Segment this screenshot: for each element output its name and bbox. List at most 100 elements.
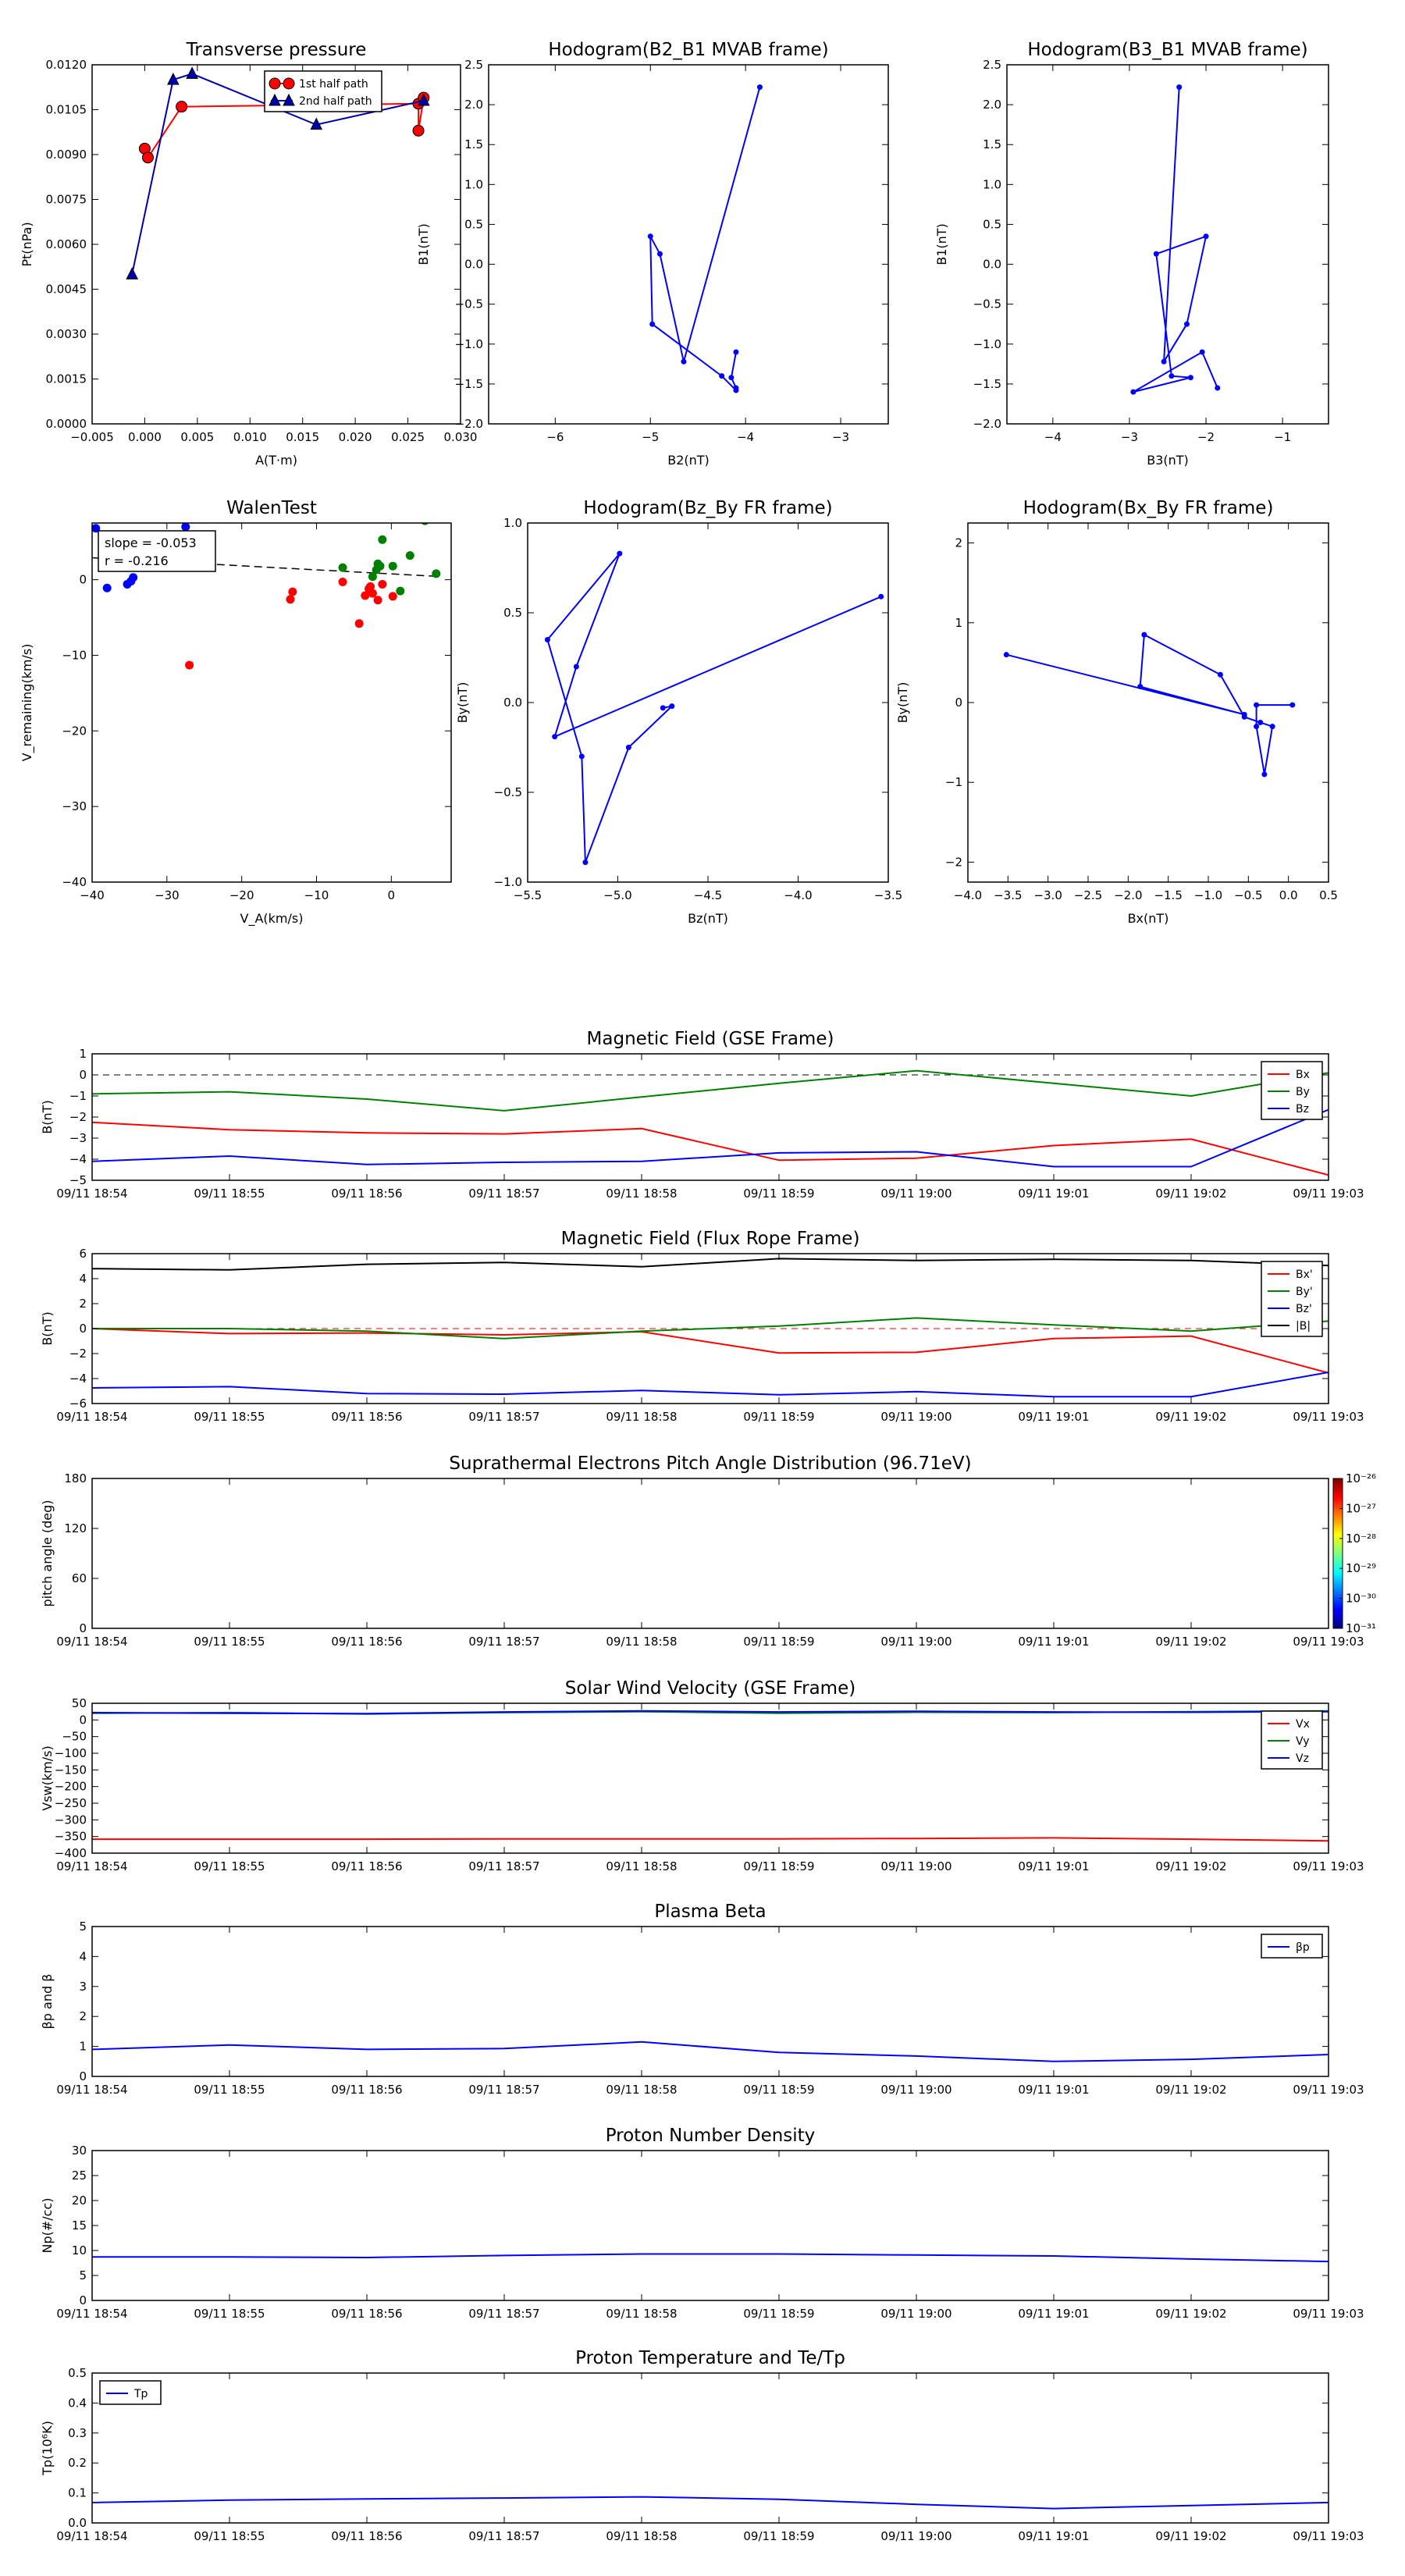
x-tick-label: 0.000 xyxy=(128,430,162,444)
legend-label: By xyxy=(1296,1086,1310,1098)
data-point-s0-4 xyxy=(1153,251,1159,257)
x-tick-label: 09/11 19:01 xyxy=(1018,2307,1089,2321)
panel-walen: WalenTest V_remaining(km/s) V_A(km/s) −40 −3… xyxy=(20,498,452,927)
y-tick-label: 4 xyxy=(79,1949,87,1963)
x-tick-label: 09/11 18:55 xyxy=(194,2529,265,2543)
x-tick-label: 09/11 19:02 xyxy=(1155,1410,1226,1424)
y-tick-label: −400 xyxy=(55,1846,87,1860)
x-tick-label: 09/11 19:03 xyxy=(1293,1635,1364,1649)
x-tick-label: 09/11 18:56 xyxy=(331,1635,402,1649)
x-tick-label: −3.5 xyxy=(994,888,1022,902)
y-tick-label: 4 xyxy=(79,1272,87,1286)
x-tick-label: −1 xyxy=(1274,430,1291,444)
x-tick-label: 09/11 18:56 xyxy=(331,1859,402,1873)
series-line-0 xyxy=(649,87,761,393)
y-axis-label: B(nT) xyxy=(40,1311,55,1345)
data-point-s1-0 xyxy=(185,660,194,670)
chart-title: Magnetic Field (Flux Rope Frame) xyxy=(561,1229,860,1249)
data-point-s0-3 xyxy=(1203,233,1209,240)
data-point-s0-5 xyxy=(719,373,725,379)
y-tick-label: 0.1 xyxy=(68,2486,87,2500)
x-tick-label: 09/11 19:01 xyxy=(1018,2529,1089,2543)
y-tick-label: −1.5 xyxy=(455,377,483,391)
annotation-text: r = -0.216 xyxy=(105,553,169,568)
x-tick-label: 09/11 18:56 xyxy=(331,1410,402,1424)
x-tick-label: 0.015 xyxy=(286,430,319,444)
x-tick-label: 09/11 18:54 xyxy=(56,1635,127,1649)
data-point-s2-4 xyxy=(378,535,387,544)
x-tick-label: 09/11 18:54 xyxy=(56,1859,127,1873)
x-tick-label: 09/11 18:57 xyxy=(468,2083,539,2097)
plot-area xyxy=(92,2041,1329,2062)
y-tick-label: −1 xyxy=(69,1089,87,1103)
y-tick-label: 2.0 xyxy=(983,98,1001,112)
x-tick-label: −3.0 xyxy=(1033,888,1062,902)
y-tick-label: 0.3 xyxy=(68,2426,87,2440)
y-tick-label: 0.0000 xyxy=(46,417,87,431)
x-tick-label: −5 xyxy=(642,430,659,444)
series-line-2 xyxy=(92,1372,1329,1398)
data-point-s1-3 xyxy=(338,578,347,587)
data-point-s0-7 xyxy=(733,385,739,391)
series-line-0 xyxy=(92,1837,1329,1842)
data-point-s1-11 xyxy=(388,592,397,601)
y-axis-label: pitch angle (deg) xyxy=(40,1500,55,1606)
plot-area xyxy=(92,1478,1329,1628)
data-point-s1-3 xyxy=(310,117,323,130)
y-tick-label: −20 xyxy=(62,724,87,738)
x-tick-label: 09/11 19:02 xyxy=(1155,2529,1226,2543)
y-tick-label: 25 xyxy=(72,2169,87,2183)
x-tick-label: 09/11 18:59 xyxy=(743,1635,814,1649)
legend-marker xyxy=(269,77,281,90)
data-point-s2-7 xyxy=(396,586,405,596)
x-tick-label: −1.5 xyxy=(1154,888,1182,902)
data-point-s0-8 xyxy=(728,375,735,381)
x-tick-label: −2 xyxy=(1197,430,1215,444)
legend: Vx Vy Vz xyxy=(1261,1710,1323,1770)
colorbar-label: 10⁻³¹ xyxy=(1346,1621,1376,1635)
panel-hodo_bzby: Hodogram(Bz_By FR frame) By(nT) Bz(nT) −1.0… xyxy=(455,498,902,926)
data-point-s0-1 xyxy=(552,734,558,740)
data-point-s0-0 xyxy=(1176,84,1183,91)
y-tick-label: 0.0120 xyxy=(46,58,87,72)
y-tick-label: −350 xyxy=(55,1830,87,1844)
legend-label: Vz xyxy=(1296,1752,1309,1765)
x-tick-label: 09/11 18:54 xyxy=(56,1410,127,1424)
x-tick-label: 09/11 18:58 xyxy=(606,2307,677,2321)
data-point-s0-3 xyxy=(647,233,653,240)
plot-area xyxy=(92,1258,1329,1398)
axes-frame xyxy=(488,64,889,425)
data-point-s2-8 xyxy=(405,551,414,560)
colorbar-label: 10⁻²⁷ xyxy=(1346,1501,1376,1515)
y-tick-label: −1.0 xyxy=(494,875,522,889)
x-tick-label: 0.020 xyxy=(339,430,372,444)
x-tick-label: −2.0 xyxy=(1114,888,1142,902)
colorbar-label: 10⁻²⁸ xyxy=(1346,1532,1376,1546)
data-point-s0-5 xyxy=(578,753,585,760)
data-point-s0-11 xyxy=(1289,702,1296,708)
y-tick-label: 0 xyxy=(79,1621,87,1635)
y-tick-label: 15 xyxy=(72,2218,87,2233)
colorbar-label: 10⁻²⁹ xyxy=(1346,1561,1376,1575)
legend-marker xyxy=(283,77,295,90)
y-axis-label: By(nT) xyxy=(895,682,910,724)
x-tick-label: −20 xyxy=(229,888,254,902)
axes-frame xyxy=(91,1703,1329,1854)
y-tick-label: −1.0 xyxy=(973,337,1001,351)
plot-area xyxy=(92,2253,1329,2263)
y-tick-label: 0.0090 xyxy=(46,148,87,162)
y-tick-label: 0.0015 xyxy=(46,372,87,386)
y-tick-label: 0 xyxy=(955,696,962,710)
chart-title: Hodogram(B2_B1 MVAB frame) xyxy=(548,40,828,60)
x-tick-label: −10 xyxy=(304,888,329,902)
y-axis-label: By(nT) xyxy=(455,682,470,724)
data-point-s0-2 xyxy=(176,101,188,113)
x-tick-label: 09/11 19:03 xyxy=(1293,1410,1364,1424)
y-tick-label: 60 xyxy=(72,1571,87,1585)
data-point-s2-1 xyxy=(368,572,377,582)
data-point-s0-1 xyxy=(102,583,112,592)
legend-label: Vx xyxy=(1296,1718,1310,1731)
y-tick-label: 10 xyxy=(72,2243,87,2258)
x-tick-label: 0.0 xyxy=(1279,888,1298,902)
data-point-s0-7 xyxy=(625,745,631,750)
